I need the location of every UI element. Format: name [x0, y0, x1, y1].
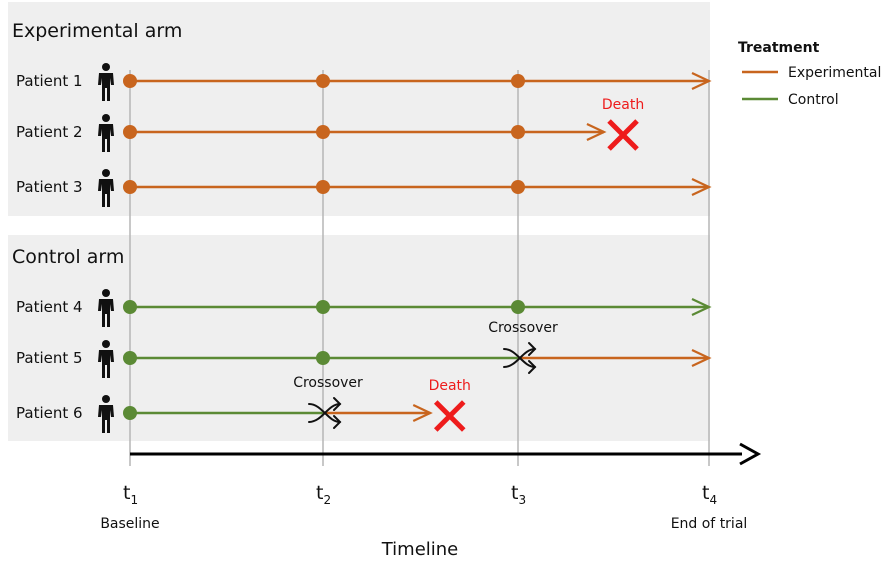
legend-item: Experimental [742, 65, 881, 81]
person-icon [98, 289, 114, 327]
timeline-tick: t2 [316, 482, 331, 507]
visit-marker [316, 74, 330, 88]
visit-marker [123, 351, 137, 365]
person-icon [98, 169, 114, 207]
tick-label: t1 [123, 482, 138, 507]
person-icon [98, 63, 114, 101]
patient-row: Patient 3 [16, 169, 712, 207]
visit-marker [123, 406, 137, 420]
arm-label: Control arm [12, 246, 124, 268]
visit-marker [511, 74, 525, 88]
tick-label: t2 [316, 482, 331, 507]
patient-label: Patient 4 [16, 298, 83, 316]
visit-marker [511, 125, 525, 139]
visit-marker [123, 180, 137, 194]
timeline-arrowhead [739, 442, 762, 466]
visit-marker [316, 125, 330, 139]
arrowhead [412, 404, 433, 422]
visit-marker [123, 300, 137, 314]
person-icon [98, 395, 114, 433]
death-x-icon [433, 400, 466, 432]
person-icon [98, 340, 114, 378]
tick-label-subscript: 3 [518, 493, 526, 507]
patient-label: Patient 6 [16, 404, 83, 422]
patient-label: Patient 1 [16, 72, 83, 90]
tick-label-subscript: 1 [130, 493, 138, 507]
tick-label-subscript: 4 [709, 493, 717, 507]
legend-label: Control [788, 92, 839, 108]
arrowhead [586, 123, 607, 141]
timeline-tick: t4 End of trial [671, 482, 748, 532]
shuffle-icon [308, 397, 342, 429]
tick-label-main: t [702, 482, 709, 504]
visit-marker [316, 300, 330, 314]
patient-label: Patient 5 [16, 349, 83, 367]
timeline-title: Timeline [381, 539, 459, 560]
death-label: Death [429, 378, 471, 394]
crossover-label: Crossover [488, 320, 558, 336]
visit-marker [511, 300, 525, 314]
tick-label-main: t [316, 482, 323, 504]
tick-label-main: t [511, 482, 518, 504]
arrowhead [691, 178, 712, 196]
tick-caption: End of trial [671, 516, 748, 532]
legend-label: Experimental [788, 65, 881, 81]
arm-panel [8, 2, 710, 216]
patient-row: Patient 4 [16, 289, 712, 327]
visit-marker [316, 351, 330, 365]
visit-marker [316, 180, 330, 194]
shuffle-icon [503, 342, 537, 374]
arm-label: Experimental arm [12, 20, 182, 42]
person-icon [98, 114, 114, 152]
tick-caption: Baseline [100, 516, 159, 532]
arrowhead [691, 72, 712, 90]
tick-label: t3 [511, 482, 526, 507]
timeline-tick: t1 Baseline [100, 482, 159, 532]
visit-marker [511, 180, 525, 194]
arrowhead [691, 349, 712, 367]
tick-label-main: t [123, 482, 130, 504]
patient-rows: Patient 1 Patient 2 Death Patient 3 Patient … [16, 63, 712, 433]
patient-row: Patient 1 [16, 63, 712, 101]
patient-label: Patient 3 [16, 178, 83, 196]
crossover-label: Crossover [293, 375, 363, 391]
legend-title: Treatment [738, 40, 820, 56]
visit-marker [123, 74, 137, 88]
arrowhead [691, 298, 712, 316]
tick-label: t4 [702, 482, 717, 507]
legend-item: Control [742, 92, 839, 108]
death-x-icon [607, 119, 639, 151]
death-label: Death [602, 97, 644, 113]
patient-label: Patient 2 [16, 123, 83, 141]
timeline-tick: t3 [511, 482, 526, 507]
tick-label-subscript: 2 [323, 493, 331, 507]
visit-marker [123, 125, 137, 139]
patient-row: Patient 6 Crossover Death [16, 375, 471, 433]
arm-panel [8, 235, 710, 441]
patient-row: Patient 2 Death [16, 97, 644, 152]
patient-row: Patient 5 Crossover [16, 320, 712, 378]
arm-panels [8, 2, 710, 441]
treatment-legend: Treatment Experimental Control [738, 40, 881, 108]
arm-labels: Experimental arm Control arm [12, 20, 182, 268]
